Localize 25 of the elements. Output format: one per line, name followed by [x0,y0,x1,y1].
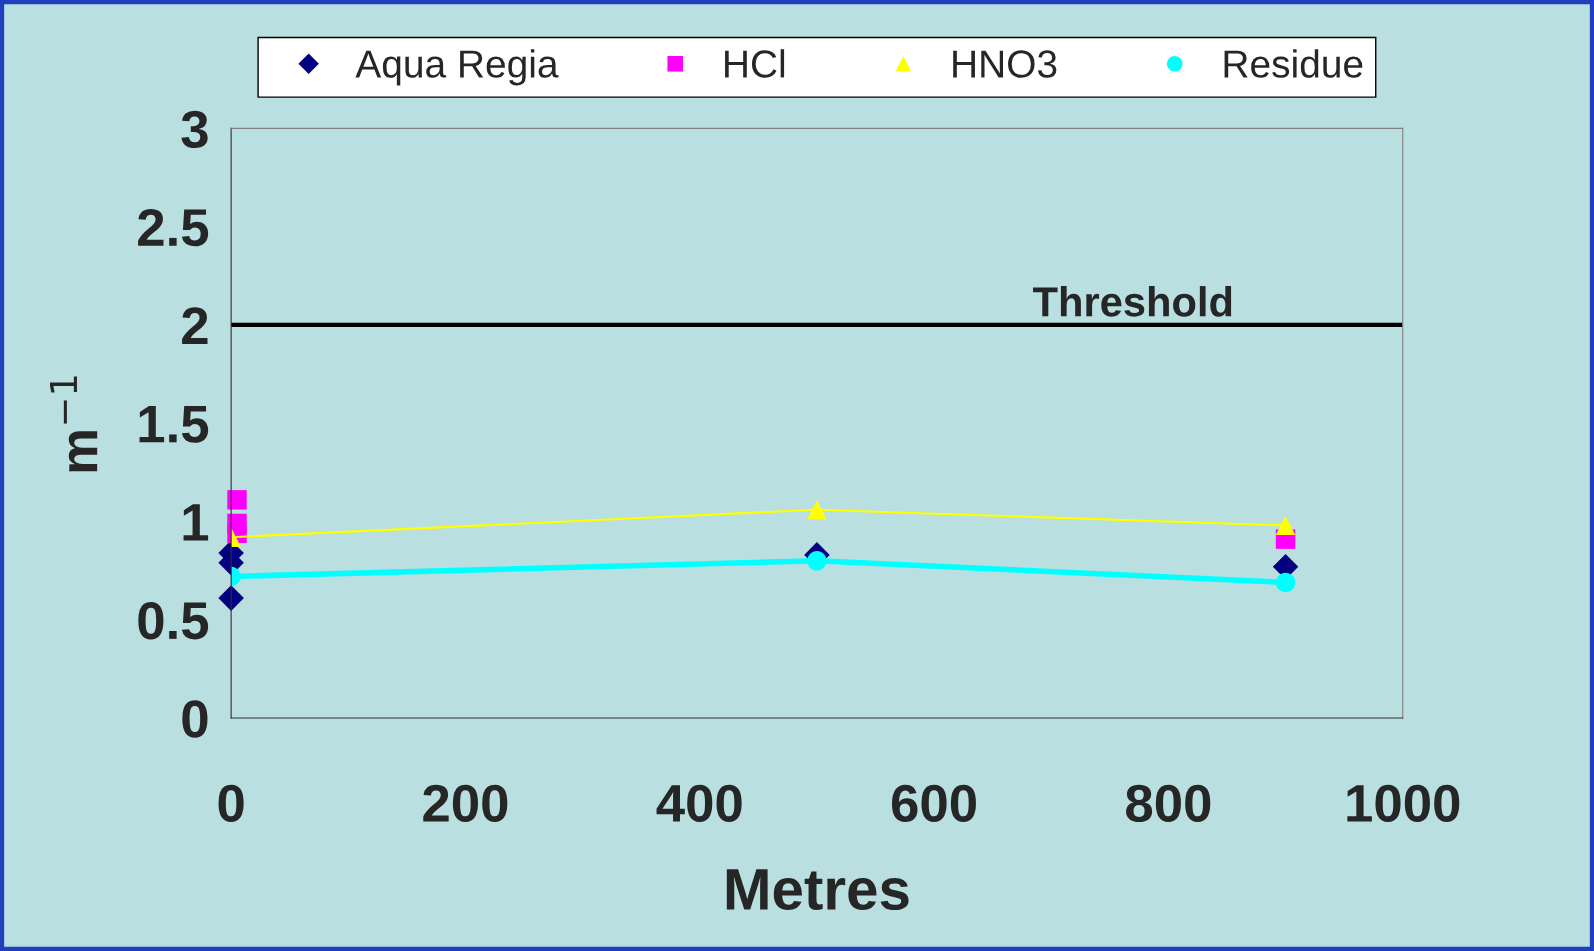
y-tick-label: 2 [182,307,208,345]
x-axis-title: Metres [726,869,909,911]
legend-label: HCl [725,49,785,78]
legend-label: Residue [1224,49,1363,78]
legend-label: HNO3 [953,50,1057,78]
legend-label: Aqua Regia [355,49,559,86]
y-tick-label: 0.5 [138,602,209,640]
y-tick-label: 1 [183,504,209,541]
x-tick-label: 0 [218,784,244,823]
x-tick-label: 600 [891,784,976,823]
point [1275,515,1296,536]
y-tick-label: 1.5 [139,406,209,443]
x-tick-label: 800 [1126,784,1211,823]
point [807,499,827,520]
x-tick-label: 400 [656,784,742,823]
ref-line-label: Threshold [1033,286,1232,317]
y-axis-title: m$^{−1}$ [50,376,98,472]
y-tick-label: 3 [181,110,208,149]
point [227,490,247,510]
x-tick-label: 1000 [1347,784,1460,823]
y-tick-label: 2.5 [138,208,209,247]
y-tick-label: 0 [182,700,208,738]
point [1275,572,1296,593]
point [807,551,827,571]
x-tick-label: 200 [423,784,508,823]
